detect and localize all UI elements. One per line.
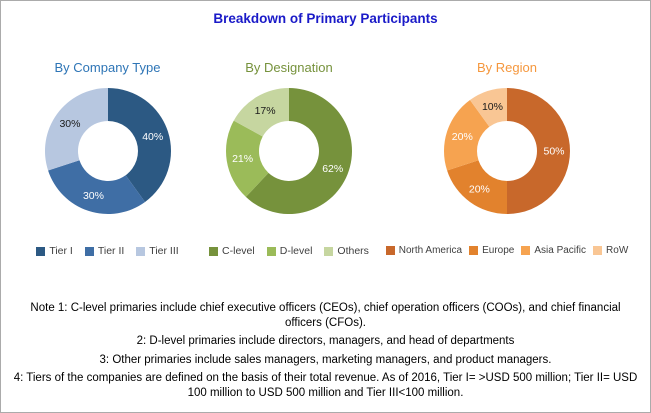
legend-label: C-level (222, 245, 255, 257)
donut-segment-tier-ii (47, 160, 145, 215)
legend-item-tier-iii: Tier III (136, 245, 179, 257)
charts-row: By Company Type 40% 30% 30% Tier I Tier II T… (1, 60, 650, 257)
note-1: Note 1: C-level primaries include chief … (30, 302, 621, 330)
by-company-type-donut-svg: 40% 30% 30% (44, 88, 171, 215)
legend-item-row: RoW (593, 245, 628, 256)
company-type-legend: Tier I Tier II Tier III (36, 245, 179, 257)
legend-swatch-icon (266, 246, 276, 256)
donut-segment-c-level (245, 88, 352, 214)
page-title: Breakdown of Primary Participants (213, 11, 438, 26)
legend-label: Tier II (97, 245, 125, 257)
slice-value-label: 30% (59, 118, 80, 130)
designation-donut: 62% 21% 17% (219, 81, 359, 221)
legend-item-d-level: D-level (266, 245, 313, 257)
legend-swatch-icon (469, 246, 479, 255)
chart-by-designation: By Designation 62% 21% 17% C-level D-level O… (204, 60, 374, 257)
donut-segment-asia-pacific (443, 100, 490, 171)
chart-by-region: By Region 50% 20% 20% 10% North America Euro… (378, 60, 636, 257)
legend-label: D-level (279, 245, 313, 257)
chart-title-region: By Region (477, 60, 537, 75)
note-3: 3: Other primaries include sales manager… (99, 353, 552, 366)
legend-swatch-icon (136, 246, 146, 256)
slice-value-label: 62% (322, 163, 343, 175)
slice-value-label: 50% (543, 146, 564, 158)
slice-value-label: 30% (82, 190, 103, 202)
legend-swatch-icon (209, 246, 219, 256)
legend-item-asia-pacific: Asia Pacific (521, 245, 586, 256)
footnotes: Note 1: C-level primaries include chief … (1, 301, 650, 401)
donut-segment-tier-iii (44, 88, 108, 171)
legend-swatch-icon (36, 246, 46, 256)
legend-item-others: Others (324, 245, 369, 257)
company-type-donut: 40% 30% 30% (38, 81, 178, 221)
slice-value-label: 40% (142, 131, 163, 143)
legend-item-europe: Europe (469, 245, 514, 256)
slice-value-label: 20% (452, 131, 473, 143)
legend-swatch-icon (521, 246, 531, 255)
legend-label: Europe (482, 245, 515, 256)
slice-value-label: 21% (232, 153, 253, 165)
legend-label: RoW (606, 245, 629, 256)
donut-segment-tier-i (107, 88, 171, 202)
legend-label: Tier I (49, 245, 73, 257)
legend-label: North America (398, 245, 463, 256)
slice-value-label: 10% (482, 101, 503, 113)
legend-label: Asia Pacific (534, 245, 587, 256)
legend-swatch-icon (593, 246, 603, 255)
chart-title-company-type: By Company Type (54, 60, 161, 75)
legend-item-north-america: North America (385, 245, 463, 256)
region-legend: North America Europe Asia Pacific RoW (385, 245, 628, 256)
legend-label: Others (337, 245, 369, 257)
donut-segment-north-america (507, 88, 570, 214)
slice-value-label: 17% (255, 105, 276, 117)
donut-segment-europe (447, 160, 507, 214)
note-2: 2: D-level primaries include directors, … (136, 335, 515, 348)
legend-item-tier-i: Tier I (36, 245, 73, 257)
legend-label: Tier III (149, 245, 179, 257)
designation-legend: C-level D-level Others (209, 245, 369, 257)
legend-swatch-icon (385, 246, 395, 255)
chart-title-designation: By Designation (245, 60, 333, 75)
legend-swatch-icon (84, 246, 94, 256)
donut-segment-others (233, 88, 289, 137)
legend-item-c-level: C-level (209, 245, 255, 257)
chart-by-company-type: By Company Type 40% 30% 30% Tier I Tier II T… (15, 60, 200, 257)
legend-swatch-icon (324, 246, 334, 256)
donut-segment-row (469, 88, 507, 127)
donut-segment-d-level (225, 120, 269, 197)
legend-item-tier-ii: Tier II (84, 245, 125, 257)
note-4: 4: Tiers of the companies are defined on… (13, 371, 638, 399)
by-designation-donut-svg: 62% 21% 17% (225, 88, 352, 214)
slice-value-label: 20% (469, 184, 490, 196)
by-region-donut-svg: 50% 20% 20% 10% (443, 88, 570, 214)
region-donut: 50% 20% 20% 10% (437, 81, 577, 221)
